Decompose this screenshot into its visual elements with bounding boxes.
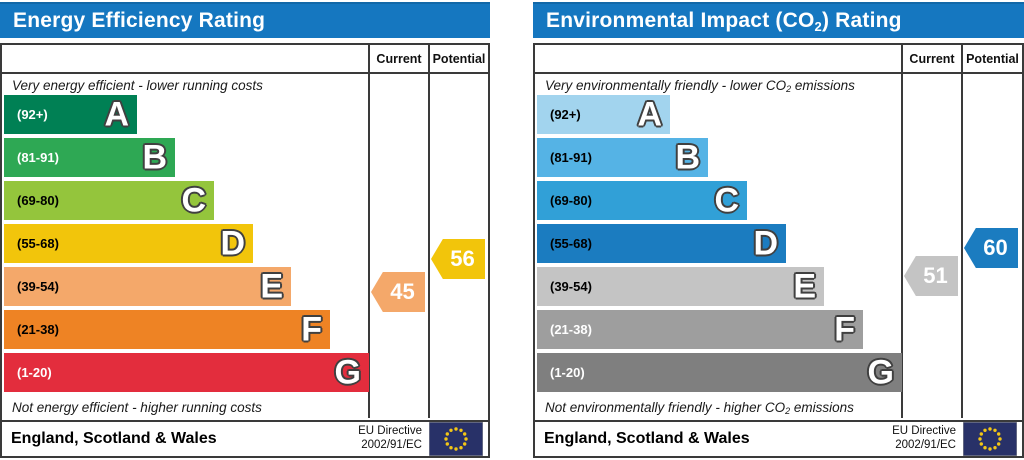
energy-band-b: (81-91) B	[4, 138, 175, 177]
energy-rating-table: Current Potential Very energy efficient …	[0, 43, 490, 458]
energy-band-g: (1-20) G	[4, 353, 369, 392]
environmental-column-header-row: Current Potential	[535, 45, 1022, 74]
column-divider	[901, 45, 903, 418]
environmental-chart-title: Environmental Impact (CO2) Rating	[546, 9, 902, 34]
environmental-bands-area: Very environmentally friendly - lower CO…	[535, 74, 902, 417]
energy-potential-arrow: 56	[431, 239, 485, 279]
band-range-label: (39-54)	[550, 279, 592, 294]
band-range-label: (21-38)	[17, 322, 59, 337]
energy-current-arrow: 45	[371, 272, 425, 312]
energy-column-header-row: Current Potential	[2, 45, 488, 74]
environmental-band-b: (81-91) B	[537, 138, 708, 177]
energy-chart-footer: England, Scotland & Wales EU Directive 2…	[2, 420, 488, 456]
band-range-label: (39-54)	[17, 279, 59, 294]
environmental-band-d: (55-68) D	[537, 224, 786, 263]
band-letter: B	[675, 137, 700, 176]
eu-flag-icon	[429, 422, 483, 456]
band-range-label: (81-91)	[550, 150, 592, 165]
band-letter: G	[867, 352, 894, 391]
environmental-band-g: (1-20) G	[537, 353, 902, 392]
eu-flag-icon	[963, 422, 1017, 456]
band-range-label: (92+)	[17, 107, 48, 122]
band-letter: A	[104, 94, 129, 133]
band-range-label: (21-38)	[550, 322, 592, 337]
band-letter: D	[220, 223, 245, 262]
band-letter: B	[142, 137, 167, 176]
energy-current-value: 45	[390, 279, 415, 304]
band-range-label: (69-80)	[17, 193, 59, 208]
eu-directive-label: EU Directive 2002/91/EC	[892, 425, 956, 451]
environmental-band-a: (92+) A	[537, 95, 670, 134]
energy-potential-value: 56	[450, 246, 475, 271]
environmental-current-column-header: Current	[909, 51, 955, 66]
eu-directive-label: EU Directive 2002/91/EC	[358, 425, 422, 451]
band-range-label: (92+)	[550, 107, 581, 122]
energy-current-column-header: Current	[376, 51, 422, 66]
environmental-rating-table: Current Potential Very environmentally f…	[533, 43, 1024, 458]
environmental-potential-column-header: Potential	[966, 51, 1019, 66]
energy-title-bar: Energy Efficiency Rating	[0, 2, 490, 38]
band-letter: A	[637, 94, 662, 133]
environmental-caption-top: Very environmentally friendly - lower CO…	[545, 78, 855, 94]
energy-band-e: (39-54) E	[4, 267, 291, 306]
environmental-potential-arrow: 60	[964, 228, 1018, 268]
band-range-label: (69-80)	[550, 193, 592, 208]
environmental-band-c: (69-80) C	[537, 181, 747, 220]
environmental-title-bar: Environmental Impact (CO2) Rating	[533, 2, 1024, 38]
column-divider	[961, 45, 963, 418]
environmental-current-value: 51	[923, 263, 948, 288]
column-divider	[368, 45, 370, 418]
energy-caption-top: Very energy efficient - lower running co…	[12, 78, 263, 93]
band-range-label: (1-20)	[550, 365, 585, 380]
band-letter: F	[301, 309, 322, 348]
band-letter: E	[793, 266, 816, 305]
environmental-potential-value: 60	[983, 235, 1008, 260]
environmental-current-arrow: 51	[904, 256, 958, 296]
band-range-label: (1-20)	[17, 365, 52, 380]
band-letter: C	[714, 180, 739, 219]
band-range-label: (81-91)	[17, 150, 59, 165]
environmental-caption-bottom: Not environmentally friendly - higher CO…	[545, 400, 854, 416]
energy-band-d: (55-68) D	[4, 224, 253, 263]
environmental-impact-chart: Environmental Impact (CO2) Rating Curren…	[533, 0, 1024, 460]
band-letter: F	[834, 309, 855, 348]
environmental-band-e: (39-54) E	[537, 267, 824, 306]
band-letter: C	[181, 180, 206, 219]
band-letter: D	[753, 223, 778, 262]
environmental-chart-footer: England, Scotland & Wales EU Directive 2…	[535, 420, 1022, 456]
energy-efficiency-chart: Energy Efficiency Rating Current Potenti…	[0, 0, 490, 460]
band-range-label: (55-68)	[17, 236, 59, 251]
environmental-band-f: (21-38) F	[537, 310, 863, 349]
energy-band-f: (21-38) F	[4, 310, 330, 349]
region-label: England, Scotland & Wales	[11, 430, 217, 447]
energy-chart-title: Energy Efficiency Rating	[13, 9, 266, 32]
energy-caption-bottom: Not energy efficient - higher running co…	[12, 400, 262, 415]
band-letter: E	[260, 266, 283, 305]
column-divider	[428, 45, 430, 418]
energy-band-c: (69-80) C	[4, 181, 214, 220]
region-label: England, Scotland & Wales	[544, 430, 750, 447]
energy-band-a: (92+) A	[4, 95, 137, 134]
energy-bands-area: Very energy efficient - lower running co…	[2, 74, 369, 417]
band-range-label: (55-68)	[550, 236, 592, 251]
energy-potential-column-header: Potential	[432, 51, 486, 66]
band-letter: G	[334, 352, 361, 391]
